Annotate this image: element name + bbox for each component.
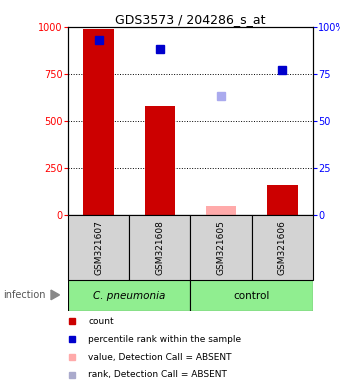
Bar [68, 280, 190, 311]
Text: GSM321607: GSM321607 [94, 220, 103, 275]
Bar [190, 215, 252, 280]
Text: percentile rank within the sample: percentile rank within the sample [88, 335, 241, 344]
Bar [252, 215, 313, 280]
Bar [144, 106, 175, 215]
Bar [68, 215, 129, 280]
Text: control: control [234, 291, 270, 301]
Text: value, Detection Call = ABSENT: value, Detection Call = ABSENT [88, 353, 232, 361]
Bar [206, 206, 236, 215]
Text: GSM321605: GSM321605 [217, 220, 225, 275]
Text: C. pneumonia: C. pneumonia [93, 291, 165, 301]
Text: count: count [88, 317, 114, 326]
Bar [190, 280, 313, 311]
Text: infection: infection [3, 290, 46, 300]
Text: GSM321606: GSM321606 [278, 220, 287, 275]
Bar [267, 185, 298, 215]
Bar [129, 215, 190, 280]
Text: rank, Detection Call = ABSENT: rank, Detection Call = ABSENT [88, 370, 227, 379]
Text: GSM321608: GSM321608 [155, 220, 164, 275]
Title: GDS3573 / 204286_s_at: GDS3573 / 204286_s_at [115, 13, 266, 26]
Bar [83, 29, 114, 215]
